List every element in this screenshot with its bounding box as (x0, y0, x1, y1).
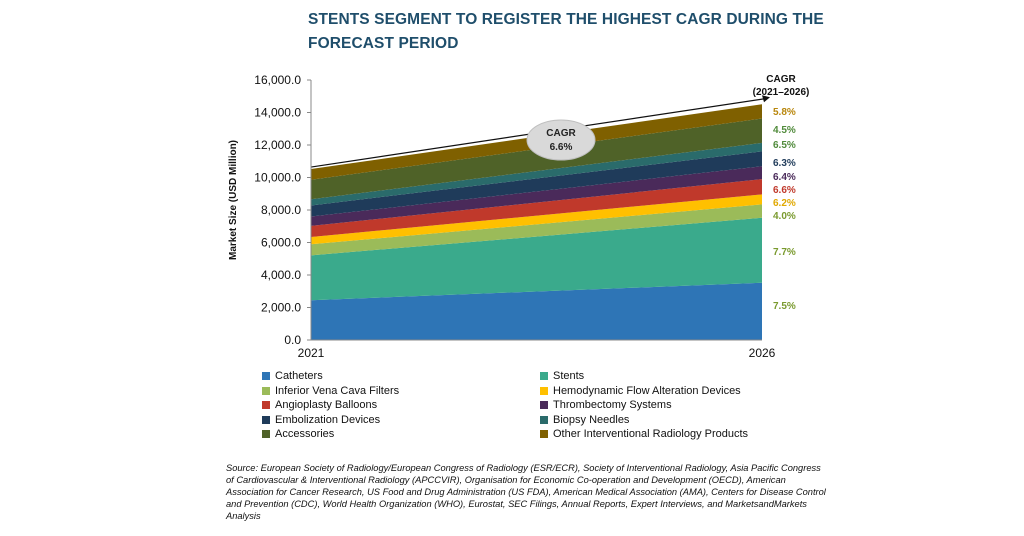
cagr-labels-group: CAGR (2021–2026) 7.5% 7.7% 4.0% 6.2% 6.6% 6.4% 6… (753, 74, 810, 312)
legend-swatch (262, 415, 270, 424)
legend-swatch (540, 401, 548, 409)
y-tick-label: 4,000.0 (261, 268, 301, 282)
cagr-label: 5.8% (773, 107, 796, 118)
legend-item: Accessories (262, 428, 334, 440)
legend-swatch (540, 386, 548, 395)
legend-item: Hemodynamic Flow Alteration Devices (540, 385, 741, 397)
legend-swatch (262, 430, 270, 438)
legend-label: Angioplasty Balloons (275, 399, 378, 411)
legend-swatch (540, 372, 548, 380)
y-tick-label: 2,000.0 (261, 301, 301, 315)
y-tick-label: 8,000.0 (261, 203, 301, 217)
cagr-label: 6.2% (773, 198, 796, 209)
area-series-biopsy-needles (311, 142, 762, 206)
cagr-label: 4.0% (773, 211, 796, 222)
cagr-annotation-value: 6.6% (550, 142, 573, 153)
y-tick-label: 0.0 (284, 333, 301, 347)
y-tick-label: 16,000.0 (254, 73, 301, 87)
y-axis-label: Market Size (USD Million) (228, 140, 239, 260)
area-series-stents (311, 217, 762, 301)
cagr-annotation-title: CAGR (546, 128, 576, 139)
cagr-label: 7.7% (773, 247, 796, 258)
legend-label: Accessories (275, 428, 335, 440)
cagr-label: 7.5% (773, 301, 796, 312)
y-tick-label: 14,000.0 (254, 106, 301, 120)
y-tick-label: 6,000.0 (261, 236, 301, 250)
legend-label: Embolization Devices (275, 413, 381, 426)
area-series-thrombectomy-systems (311, 166, 762, 226)
chart-title: STENTS SEGMENT TO REGISTER THE HIGHEST C… (308, 11, 824, 52)
source-note: Source: European Society of Radiology/Eu… (226, 463, 826, 521)
legend-item: Catheters (262, 370, 323, 382)
legend-swatch (262, 401, 270, 409)
cagr-label: 6.5% (773, 140, 796, 151)
legend-label: Other Interventional Radiology Products (553, 428, 749, 440)
legend-label: Hemodynamic Flow Alteration Devices (553, 384, 741, 397)
legend-item: Thrombectomy Systems (540, 399, 672, 411)
x-tick-label: 2026 (749, 346, 776, 360)
legend-swatch (262, 372, 270, 380)
legend-label: Catheters (275, 370, 323, 382)
y-tick-label: 10,000.0 (254, 171, 301, 185)
area-series-hemodynamic-flow-alteration-devices (311, 194, 762, 245)
chart-axes: 0.0 2,000.0 4,000.0 6,000.0 8,000.0 10,000.0 1… (254, 73, 775, 360)
legend-swatch (540, 430, 548, 438)
legend-label: Stents (553, 370, 585, 382)
legend-item: Biopsy Needles (540, 414, 629, 426)
legend-item: Stents (540, 370, 584, 382)
trend-arrow-head (762, 95, 770, 103)
legend-item: Embolization Devices (262, 414, 380, 426)
cagr-label: 4.5% (773, 125, 796, 136)
area-series-embolization-devices (311, 151, 762, 217)
area-series-accessories (311, 118, 762, 200)
legend-label: Biopsy Needles (553, 413, 630, 426)
legend-item: Angioplasty Balloons (262, 399, 377, 411)
cagr-label: 6.4% (773, 172, 796, 183)
legend-swatch (540, 415, 548, 424)
x-tick-label: 2021 (298, 346, 325, 360)
legend-label: Inferior Vena Cava Filters (275, 384, 400, 397)
area-series-catheters (311, 282, 762, 340)
y-tick-label: 12,000.0 (254, 138, 301, 152)
area-series-inferior-vena-cava-filters (311, 204, 762, 256)
cagr-label: 6.3% (773, 158, 796, 169)
cagr-annotation-bubble (526, 119, 596, 161)
area-series-angioplasty-balloons (311, 179, 762, 237)
cagr-header-period: (2021–2026) (753, 87, 810, 98)
legend-item: Inferior Vena Cava Filters (262, 385, 399, 397)
cagr-header: CAGR (766, 74, 796, 85)
legend-swatch (262, 386, 270, 395)
legend-item: Other Interventional Radiology Products (540, 428, 748, 440)
legend-label: Thrombectomy Systems (553, 399, 672, 411)
cagr-label: 6.6% (773, 185, 796, 196)
